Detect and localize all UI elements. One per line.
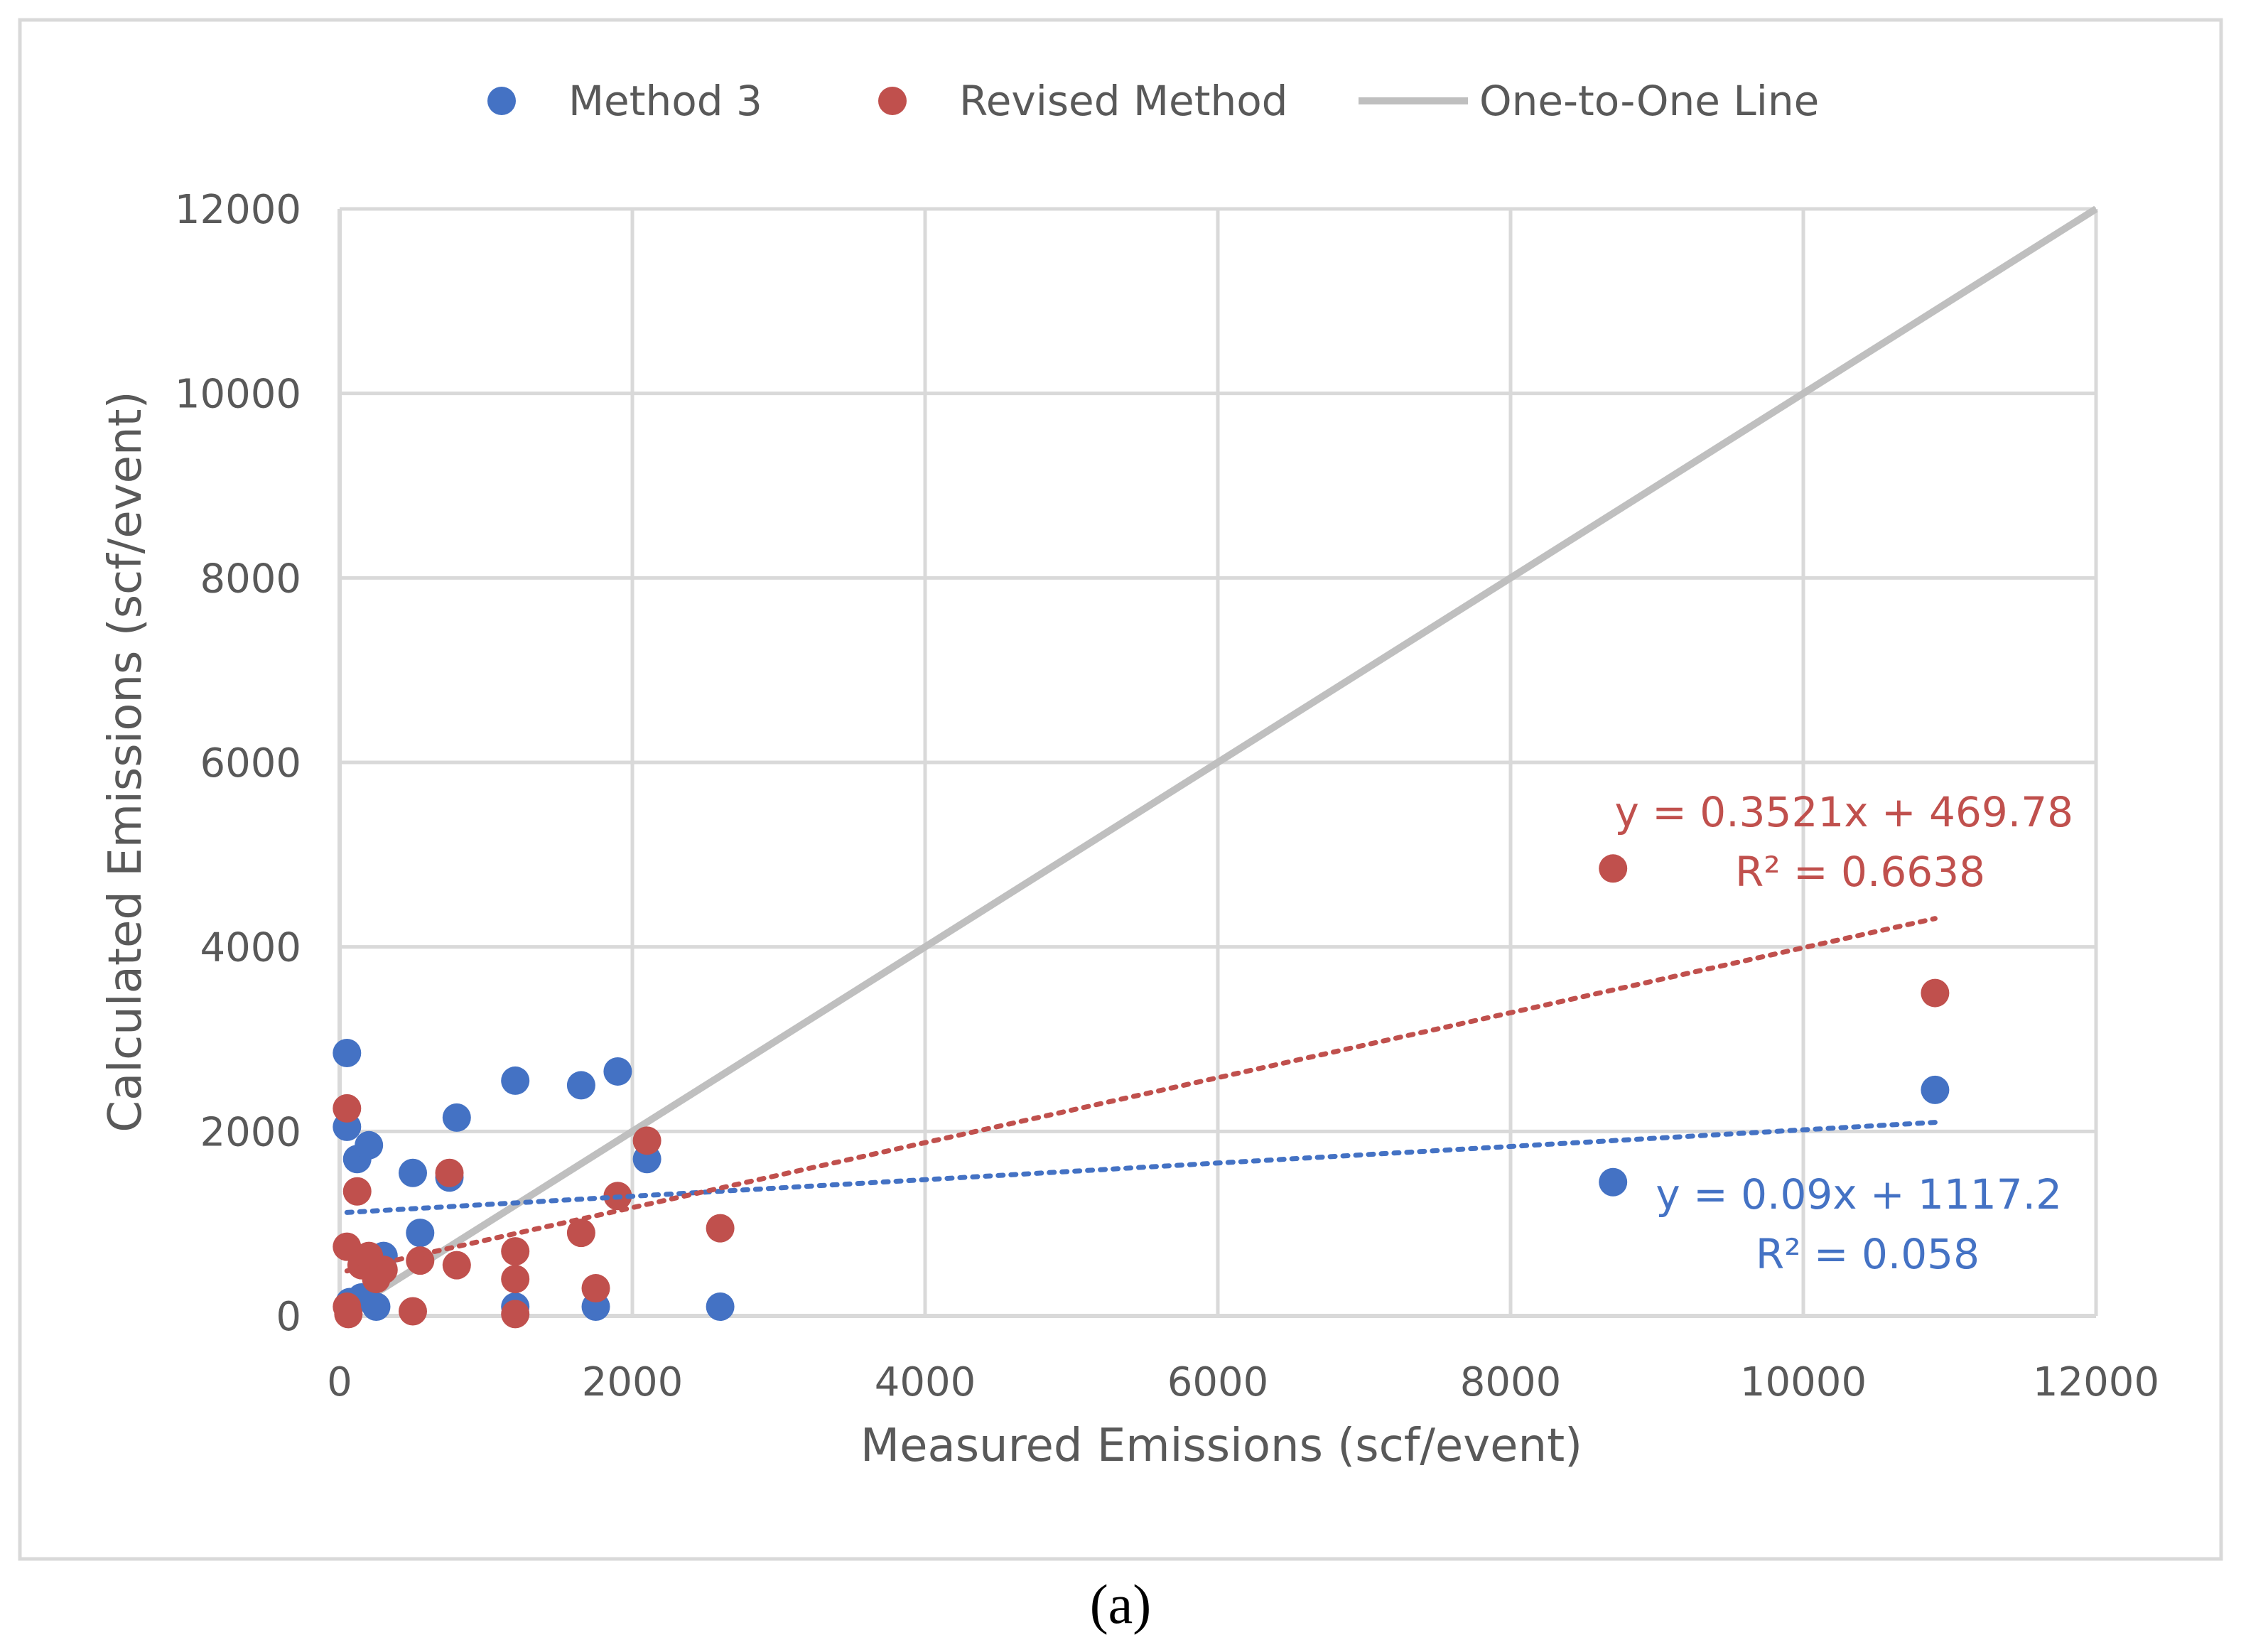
revised-method-point [406, 1246, 435, 1275]
y-tick-label: 10000 [175, 372, 301, 418]
x-tick-label: 10000 [1740, 1359, 1867, 1405]
x-axis-tick-labels: 0 2000 4000 6000 8000 10000 12000 [327, 1359, 2159, 1405]
revised-method-point [1599, 854, 1628, 883]
revised-method-point [501, 1265, 530, 1294]
method3-trend-r2: R² = 0.058 [1756, 1230, 1980, 1278]
x-tick-label: 4000 [875, 1359, 976, 1405]
revised-method-point [501, 1300, 530, 1329]
y-tick-label: 0 [276, 1294, 301, 1340]
method-3-point [399, 1158, 427, 1187]
legend-marker-method-3 [487, 87, 516, 115]
method-3-point [355, 1130, 384, 1160]
y-tick-label: 4000 [200, 925, 301, 971]
x-tick-label: 6000 [1167, 1359, 1269, 1405]
revised-method-point [632, 1126, 662, 1155]
method-3-point [406, 1219, 435, 1248]
revised-method-point [435, 1158, 464, 1187]
revised-method-point [333, 1094, 362, 1123]
y-tick-label: 8000 [200, 556, 301, 602]
method3-trend-equation: y = 0.09x + 1117.2 [1656, 1170, 2062, 1219]
x-tick-label: 12000 [2033, 1359, 2159, 1405]
series-layer [333, 205, 2098, 1329]
revised-method-point [342, 1177, 372, 1206]
revised-method-point [442, 1251, 471, 1280]
y-tick-label: 6000 [200, 740, 301, 787]
revised-method-points [333, 854, 1950, 1329]
y-axis-tick-labels: 0 2000 4000 6000 8000 10000 12000 [175, 187, 301, 1340]
x-tick-label: 0 [327, 1359, 352, 1405]
x-tick-label: 2000 [582, 1359, 684, 1405]
one-to-one-line [338, 205, 2098, 1319]
y-axis-title: Calculated Emissions (scf/event) [99, 391, 152, 1132]
revised-method-point [369, 1256, 398, 1285]
revised-method-trendline [344, 916, 1938, 1274]
revised-method-point [1921, 978, 1950, 1008]
legend: Method 3 Revised Method One-to-One Line [487, 77, 1819, 125]
revised-trend-r2: R² = 0.6638 [1735, 848, 1985, 896]
figure-caption: (a) [1090, 1573, 1152, 1635]
legend-label-revised-method: Revised Method [959, 77, 1288, 125]
revised-method-point [581, 1274, 610, 1303]
method-3-point [603, 1057, 632, 1086]
method-3-point [1921, 1075, 1950, 1104]
legend-label-one-to-one: One-to-One Line [1479, 77, 1819, 125]
y-tick-label: 2000 [200, 1109, 301, 1155]
revised-method-point [334, 1300, 363, 1329]
method-3-trendline [344, 1120, 1938, 1215]
revised-method-point [706, 1214, 735, 1243]
legend-marker-revised-method [878, 87, 907, 115]
revised-method-point [566, 1219, 595, 1248]
method-3-point [333, 1038, 362, 1067]
method-3-point [501, 1066, 530, 1095]
method-3-point [566, 1071, 595, 1100]
x-tick-label: 8000 [1460, 1359, 1562, 1405]
revised-method-point [501, 1237, 530, 1266]
legend-label-method-3: Method 3 [568, 77, 762, 125]
method-3-point [362, 1292, 391, 1322]
method-3-point [1599, 1167, 1628, 1197]
revised-trend-equation: y = 0.3521x + 469.78 [1615, 788, 2073, 836]
x-axis-title: Measured Emissions (scf/event) [860, 1420, 1582, 1472]
revised-method-point [399, 1297, 427, 1326]
method-3-point [442, 1103, 471, 1132]
y-tick-label: 12000 [175, 187, 301, 233]
method-3-point [706, 1292, 735, 1322]
